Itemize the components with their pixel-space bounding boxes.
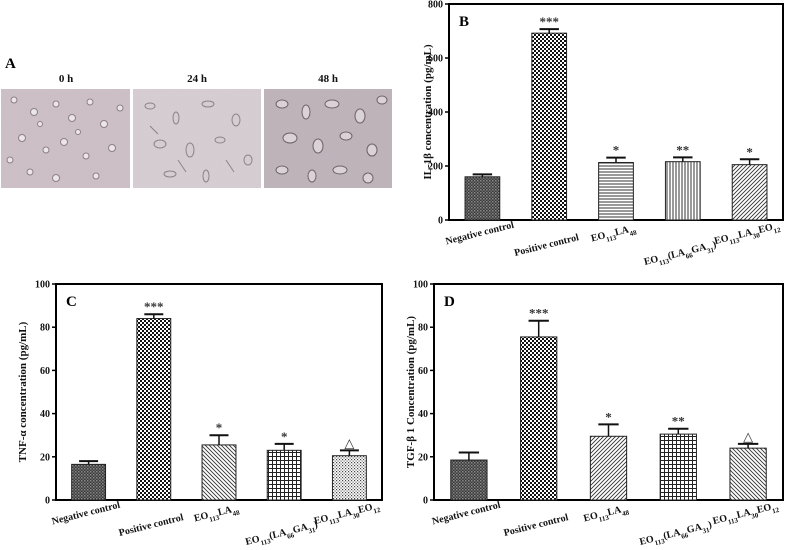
timepoint-label-0h: 0 h [59, 73, 73, 85]
timepoint-label-24h: 24 h [187, 73, 207, 85]
panel-letter: C [66, 294, 77, 310]
significance-mark: △ [344, 435, 354, 450]
y-tick-label: 20 [418, 452, 428, 463]
micrograph-24h [133, 89, 261, 188]
y-tick-label: 80 [40, 323, 50, 334]
timepoint-label-48h: 48 h [318, 73, 338, 85]
y-tick-label: 100 [35, 280, 50, 291]
significance-mark: * [605, 409, 612, 424]
category-label: Negative control [431, 500, 502, 528]
y-tick-label: 40 [418, 409, 428, 420]
y-tick-label: 40 [40, 409, 50, 420]
chart-panel-b: B 0 200 400 600 800 IL-1β concentration (pg/mL… [422, 0, 784, 271]
bar [464, 176, 501, 221]
category-label: EO113LA30EO12 [313, 500, 382, 530]
y-tick-label: 80 [418, 323, 428, 334]
category-label: EO113(LA66GA31) [643, 239, 718, 271]
y-tick-label: 600 [428, 54, 443, 65]
category-label: Positive control [513, 232, 580, 259]
bar [71, 463, 107, 501]
category-label: EO113LA48 [193, 503, 241, 528]
chart-panel-c: C 0 20 40 60 80 100 TNF-α concentration (pg/mL)… [17, 280, 383, 548]
significance-mark: ** [676, 142, 689, 157]
y-tick-label: 20 [40, 452, 50, 463]
bar [664, 161, 701, 221]
bar [201, 444, 237, 501]
category-label: EO113LA30EO12 [713, 220, 782, 250]
category-label: Negative control [51, 500, 122, 528]
micrograph-0h [1, 89, 130, 188]
y-tick-label: 100 [413, 280, 428, 291]
bar [659, 433, 697, 501]
category-label: Positive control [118, 512, 185, 539]
category-label: Positive control [503, 512, 570, 539]
significance-mark: *** [529, 306, 549, 321]
significance-mark: * [746, 144, 753, 159]
significance-mark: ** [672, 414, 685, 429]
panel-letter: B [459, 14, 469, 30]
micrograph-48h [264, 89, 392, 188]
bar [589, 435, 628, 501]
y-tick-label: 400 [428, 108, 443, 119]
significance-mark: * [216, 420, 223, 435]
y-tick-label: 60 [40, 366, 50, 377]
bar [331, 455, 367, 501]
y-axis-label: TGF-β 1 Concentration (pg/mL) [405, 316, 417, 468]
bar [598, 161, 634, 221]
significance-mark: △ [743, 429, 753, 444]
significance-mark: * [613, 143, 620, 158]
significance-mark: *** [144, 299, 164, 314]
y-tick-label: 0 [423, 496, 428, 507]
category-label: EO113LA48 [582, 503, 630, 528]
significance-mark: * [281, 429, 288, 444]
bar [450, 459, 488, 501]
y-tick-label: 60 [418, 366, 428, 377]
panel-a: A 0 h 24 h 48 h [1, 56, 392, 188]
y-axis-label: IL-1β concentration (pg/mL) [422, 44, 434, 180]
y-tick-label: 0 [45, 496, 50, 507]
panel-letter: D [444, 294, 455, 310]
significance-mark: *** [539, 14, 559, 29]
bar [520, 336, 558, 501]
bar [136, 318, 172, 501]
category-label: EO113(LA66GA31) [244, 519, 319, 545]
category-label: Negative control [444, 220, 515, 248]
bar [729, 447, 767, 501]
y-axis-label: TNF-α concentration (pg/mL) [17, 321, 29, 462]
y-tick-label: 0 [438, 216, 443, 227]
chart-panel-d: D 0 20 40 60 80 100 TGF-β 1 Concentration (pg/m… [405, 280, 784, 548]
category-label: EO113LA48 [590, 223, 638, 248]
bar [731, 164, 768, 221]
bar [531, 32, 568, 221]
category-label: EO113LA30EO12 [712, 500, 781, 530]
y-tick-label: 200 [428, 162, 443, 173]
category-label: EO113(LA66GA31) [638, 519, 713, 545]
y-tick-label: 800 [428, 0, 443, 11]
bar [266, 449, 302, 501]
panel-a-letter: A [5, 56, 16, 72]
